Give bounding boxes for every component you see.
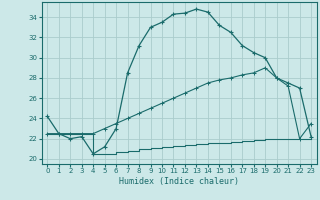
X-axis label: Humidex (Indice chaleur): Humidex (Indice chaleur) <box>119 177 239 186</box>
